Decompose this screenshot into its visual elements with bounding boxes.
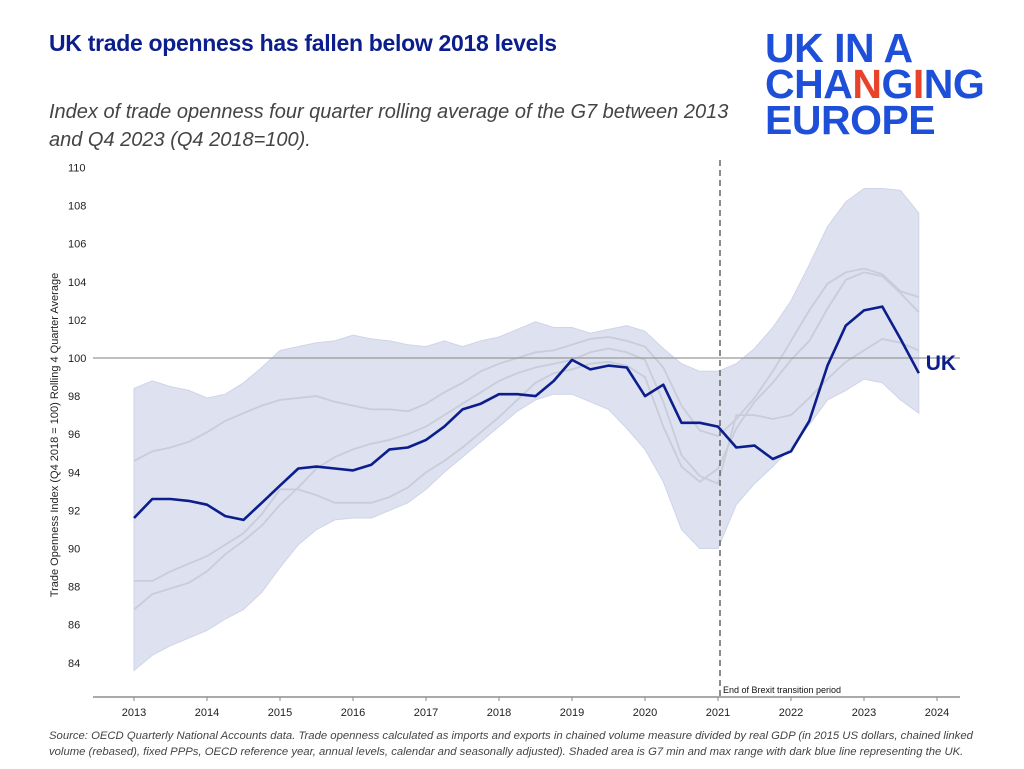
logo-line-3: EUROPE [765, 97, 936, 143]
chart-subtitle: Index of trade openness four quarter rol… [49, 101, 729, 151]
logo-line-1: UK IN A [765, 25, 913, 71]
x-tick-label: 2015 [268, 707, 292, 719]
y-tick-label: 98 [68, 391, 80, 403]
logo-part: CHA [765, 61, 853, 107]
y-tick-label: 90 [68, 544, 80, 556]
y-tick-label: 94 [68, 467, 80, 479]
brexit-annotation-label: End of Brexit transition period [723, 685, 841, 695]
x-tick-label: 2017 [414, 707, 438, 719]
y-tick-label: 92 [68, 505, 80, 517]
uk-series-label: UK [926, 352, 956, 375]
x-tick-label: 2014 [195, 707, 219, 719]
x-tick-label: 2018 [487, 707, 511, 719]
logo-part: N [852, 61, 882, 107]
g7-range-band [133, 188, 920, 672]
x-tick-label: 2024 [925, 707, 949, 719]
y-tick-label: 106 [68, 239, 86, 251]
y-tick-label: 84 [68, 658, 80, 670]
logo-line-2: CHANGING [765, 64, 985, 105]
y-tick-label: 88 [68, 582, 80, 594]
y-tick-label: 96 [68, 429, 80, 441]
x-tick-label: 2020 [633, 707, 657, 719]
x-tick-label: 2016 [341, 707, 365, 719]
y-tick-label: 108 [68, 201, 86, 213]
g7-country-line [133, 337, 920, 611]
y-tick-label: 86 [68, 620, 80, 632]
g7-country-line [134, 271, 920, 582]
uk-series-line [133, 305, 920, 522]
y-tick-label: 100 [68, 353, 86, 365]
y-axis-title: Trade Openness Index (Q4 2018 = 100) Rol… [49, 273, 61, 597]
uk-in-a-changing-europe-logo: UK IN A CHANGING EUROPE [765, 25, 985, 143]
x-tick-label: 2023 [852, 707, 876, 719]
x-tick-label: 2021 [706, 707, 730, 719]
logo-part: G [881, 61, 913, 107]
x-tick-label: 2022 [779, 707, 803, 719]
logo-part: NG [923, 61, 985, 107]
y-tick-label: 102 [68, 315, 86, 327]
chart-title: UK trade openness has fallen below 2018 … [49, 30, 557, 56]
g7-country-line [133, 267, 920, 462]
x-tick-label: 2019 [560, 707, 584, 719]
y-tick-label: 104 [68, 277, 86, 289]
y-tick-label: 110 [68, 163, 86, 175]
logo-part: I [912, 61, 924, 107]
source-footnote: Source: OECD Quarterly National Accounts… [49, 730, 973, 758]
x-tick-label: 2013 [122, 707, 146, 719]
